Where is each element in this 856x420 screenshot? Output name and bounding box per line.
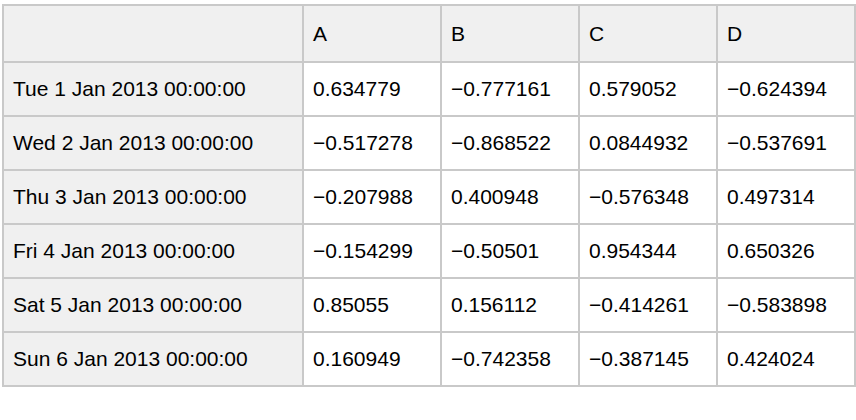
data-cell: 0.634779 — [303, 62, 441, 116]
data-cell: 0.160949 — [303, 332, 441, 386]
row-label: Thu 3 Jan 2013 00:00:00 — [3, 170, 303, 224]
row-label: Sun 6 Jan 2013 00:00:00 — [3, 332, 303, 386]
data-cell: −0.50501 — [441, 224, 579, 278]
row-label: Tue 1 Jan 2013 00:00:00 — [3, 62, 303, 116]
corner-cell — [3, 5, 303, 62]
data-cell: 0.954344 — [579, 224, 717, 278]
data-cell: −0.742358 — [441, 332, 579, 386]
data-cell: 0.579052 — [579, 62, 717, 116]
data-cell: −0.624394 — [717, 62, 855, 116]
data-cell: 0.0844932 — [579, 116, 717, 170]
data-cell: −0.154299 — [303, 224, 441, 278]
data-cell: −0.414261 — [579, 278, 717, 332]
data-cell: −0.387145 — [579, 332, 717, 386]
data-cell: −0.583898 — [717, 278, 855, 332]
header-row: A B C D — [3, 5, 855, 62]
data-cell: 0.650326 — [717, 224, 855, 278]
table-row: Sun 6 Jan 2013 00:00:00 0.160949 −0.7423… — [3, 332, 855, 386]
data-cell: −0.537691 — [717, 116, 855, 170]
row-label: Fri 4 Jan 2013 00:00:00 — [3, 224, 303, 278]
column-header-d: D — [717, 5, 855, 62]
column-header-b: B — [441, 5, 579, 62]
table-row: Wed 2 Jan 2013 00:00:00 −0.517278 −0.868… — [3, 116, 855, 170]
column-header-a: A — [303, 5, 441, 62]
data-cell: −0.868522 — [441, 116, 579, 170]
data-cell: 0.85055 — [303, 278, 441, 332]
table-row: Sat 5 Jan 2013 00:00:00 0.85055 0.156112… — [3, 278, 855, 332]
data-cell: −0.517278 — [303, 116, 441, 170]
row-label: Sat 5 Jan 2013 00:00:00 — [3, 278, 303, 332]
table-row: Fri 4 Jan 2013 00:00:00 −0.154299 −0.505… — [3, 224, 855, 278]
data-cell: 0.156112 — [441, 278, 579, 332]
data-cell: 0.400948 — [441, 170, 579, 224]
data-cell: −0.207988 — [303, 170, 441, 224]
column-header-c: C — [579, 5, 717, 62]
row-label: Wed 2 Jan 2013 00:00:00 — [3, 116, 303, 170]
data-table: A B C D Tue 1 Jan 2013 00:00:00 0.634779… — [2, 4, 856, 387]
table-row: Tue 1 Jan 2013 00:00:00 0.634779 −0.7771… — [3, 62, 855, 116]
data-cell: 0.497314 — [717, 170, 855, 224]
data-cell: 0.424024 — [717, 332, 855, 386]
data-cell: −0.777161 — [441, 62, 579, 116]
table-row: Thu 3 Jan 2013 00:00:00 −0.207988 0.4009… — [3, 170, 855, 224]
data-cell: −0.576348 — [579, 170, 717, 224]
